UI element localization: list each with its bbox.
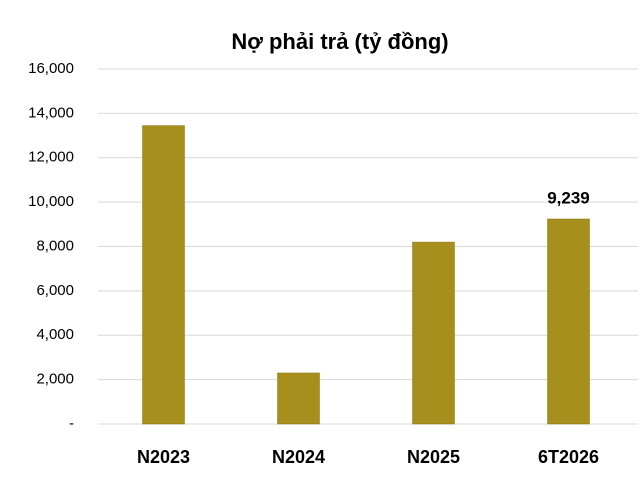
y-tick-label: 2,000 (36, 371, 74, 388)
chart-title: Nợ phải trả (tỷ đồng) (231, 29, 448, 54)
y-tick-label: 6,000 (36, 282, 74, 299)
bar (412, 241, 455, 425)
y-tick-label: 16,000 (28, 60, 74, 77)
y-tick-label: 10,000 (28, 193, 74, 210)
y-tick-label: 4,000 (36, 326, 74, 343)
y-tick-label: - (69, 415, 74, 432)
value-label: 9,239 (547, 188, 590, 207)
bar (547, 218, 590, 425)
x-tick-label: N2024 (272, 447, 325, 467)
bar (277, 372, 320, 425)
y-tick-label: 12,000 (28, 149, 74, 166)
bar (142, 125, 185, 425)
x-tick-label: 6T2026 (538, 447, 599, 467)
x-tick-label: N2025 (407, 447, 460, 467)
y-tick-label: 8,000 (36, 237, 74, 254)
x-tick-label: N2023 (137, 447, 190, 467)
y-tick-label: 14,000 (28, 104, 74, 121)
